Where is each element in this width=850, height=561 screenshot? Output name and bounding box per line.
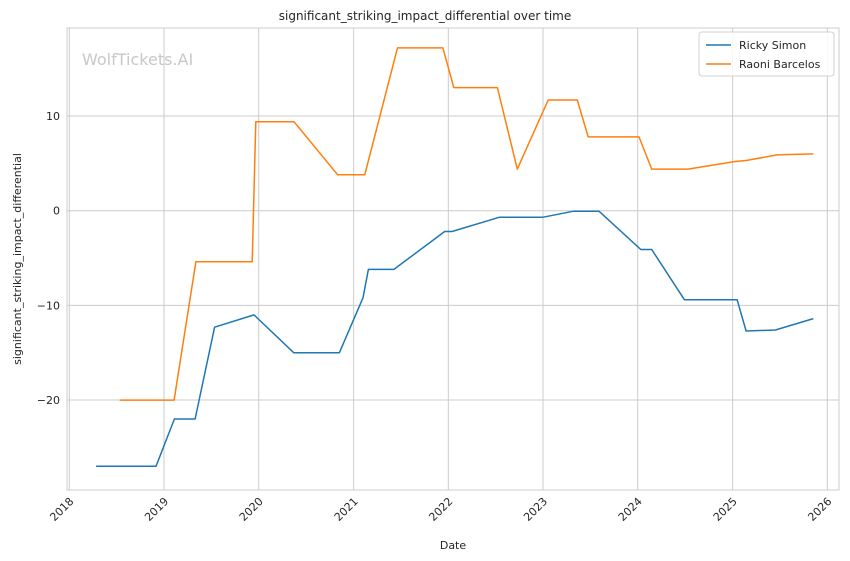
- x-axis-title: Date: [440, 539, 467, 552]
- y-tick-label: 0: [53, 205, 60, 218]
- y-tick-label: 10: [46, 110, 60, 123]
- y-axis-title: significant_striking_impact_differential: [11, 153, 24, 365]
- legend: Ricky Simon Raoni Barcelos: [698, 31, 835, 77]
- y-tick-label: −20: [37, 394, 60, 407]
- plot-area-frame: [66, 27, 840, 491]
- series-layer: [96, 47, 814, 468]
- watermark-text: WolfTickets.AI: [82, 50, 193, 69]
- legend-box: [698, 31, 835, 77]
- y-gridlines: [67, 115, 839, 401]
- chart-title: significant_striking_impact_differential…: [279, 9, 571, 23]
- series-line-raoni-barcelos: [119, 47, 814, 401]
- y-tick-label: −10: [37, 299, 60, 312]
- x-gridlines: [68, 28, 828, 490]
- y-tick-labels: −20 −10 0 10: [37, 110, 60, 407]
- series-line-ricky-simon: [96, 210, 814, 468]
- legend-label-raoni-barcelos: Raoni Barcelos: [739, 58, 821, 71]
- legend-label-ricky-simon: Ricky Simon: [739, 39, 806, 52]
